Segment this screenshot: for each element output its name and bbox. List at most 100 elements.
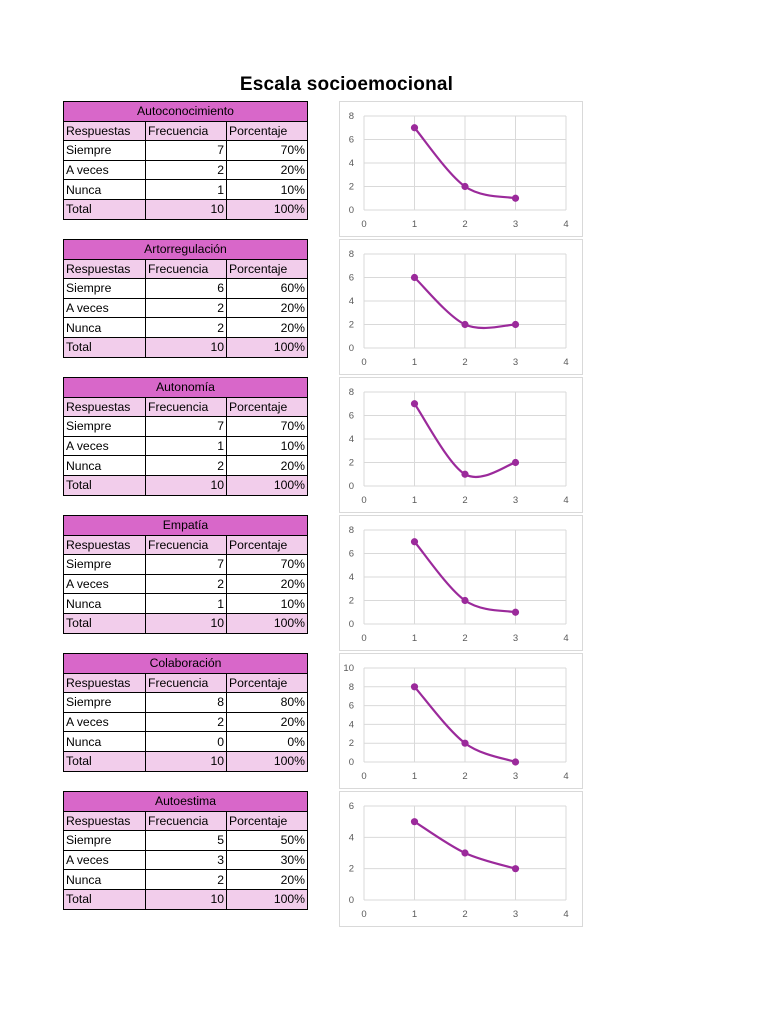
x-tick-label: 3: [513, 219, 518, 230]
table-title: Colaboración: [63, 653, 308, 674]
table-row-siempre: Siempre 7 70%: [63, 554, 308, 575]
stats-table: Empatía Respuestas Frecuencia Porcentaje Sie…: [63, 515, 308, 634]
cell-frecuencia: 2: [145, 297, 227, 319]
chart-plot: 0 2 4 6 8 10 0 1 2 3 4: [343, 663, 568, 782]
cell-porcentaje: 70%: [226, 416, 308, 437]
data-point: [410, 400, 419, 408]
cell-total-porcentaje: 100%: [226, 888, 308, 910]
x-tick-label: 0: [361, 219, 366, 230]
data-point: [511, 608, 520, 616]
cell-frecuencia: 1: [145, 593, 227, 614]
x-tick-label: 1: [412, 495, 417, 506]
y-tick-label: 10: [343, 663, 354, 674]
header-porcentaje: Porcentaje: [226, 120, 308, 142]
x-tick-label: 1: [412, 771, 417, 782]
y-tick-label: 0: [349, 895, 354, 906]
cell-respuesta: Siempre: [63, 692, 146, 713]
data-point: [511, 758, 520, 766]
y-tick-label: 2: [349, 458, 354, 469]
section-autonomia: Autonomía Respuestas Frecuencia Porcentaje S…: [0, 377, 768, 513]
header-respuestas: Respuestas: [63, 258, 146, 280]
cell-porcentaje: 20%: [226, 573, 308, 595]
header-frecuencia: Frecuencia: [145, 396, 227, 418]
data-point: [511, 194, 520, 202]
table-title: Autonomía: [63, 377, 308, 398]
y-tick-label: 2: [349, 182, 354, 193]
table-row-nunca: Nunca 1 10%: [63, 179, 308, 200]
x-tick-label: 4: [563, 909, 568, 920]
table-title: Artorregulación: [63, 239, 308, 260]
cell-total-label: Total: [63, 612, 146, 634]
y-tick-label: 4: [349, 296, 354, 307]
table-row-total: Total 10 100%: [63, 474, 308, 496]
y-tick-label: 2: [349, 738, 354, 749]
x-tick-label: 2: [462, 909, 467, 920]
x-tick-label: 4: [563, 633, 568, 644]
header-porcentaje: Porcentaje: [226, 672, 308, 694]
cell-frecuencia: 2: [145, 711, 227, 733]
section-autoconocimiento: Autoconocimiento Respuestas Frecuencia Porc…: [0, 101, 768, 237]
x-tick-label: 0: [361, 633, 366, 644]
x-tick-label: 4: [563, 495, 568, 506]
data-point: [461, 320, 469, 329]
x-tick-label: 0: [361, 771, 366, 782]
cell-total-label: Total: [63, 888, 146, 910]
y-tick-label: 6: [349, 273, 354, 284]
chart-plot: 0 2 4 6 8 0 1 2 3 4: [349, 387, 569, 506]
cell-respuesta: A veces: [63, 849, 146, 871]
cell-frecuencia: 1: [145, 179, 227, 200]
table-row-a-veces: A veces 2 20%: [63, 573, 308, 595]
cell-frecuencia: 2: [145, 317, 227, 338]
cell-porcentaje: 20%: [226, 711, 308, 733]
data-point: [410, 124, 419, 132]
header-respuestas: Respuestas: [63, 120, 146, 142]
cell-respuesta: Siempre: [63, 830, 146, 851]
x-tick-label: 0: [361, 495, 366, 506]
data-point: [410, 818, 419, 826]
header-respuestas: Respuestas: [63, 534, 146, 556]
cell-total-frecuencia: 10: [145, 336, 227, 358]
table-row-siempre: Siempre 8 80%: [63, 692, 308, 713]
table-row-a-veces: A veces 2 20%: [63, 297, 308, 319]
cell-frecuencia: 3: [145, 849, 227, 871]
cell-respuesta: Siempre: [63, 278, 146, 299]
x-tick-label: 2: [462, 357, 467, 368]
cell-frecuencia: 2: [145, 869, 227, 890]
x-tick-label: 4: [563, 357, 568, 368]
cell-total-frecuencia: 10: [145, 888, 227, 910]
cell-porcentaje: 10%: [226, 593, 308, 614]
data-point: [511, 320, 520, 329]
header-respuestas: Respuestas: [63, 396, 146, 418]
stats-table: Colaboración Respuestas Frecuencia Porcenta…: [63, 653, 308, 772]
y-tick-label: 4: [349, 572, 354, 583]
header-frecuencia: Frecuencia: [145, 120, 227, 142]
data-point: [461, 182, 469, 191]
chart: 0 2 4 6 0 1 2 3 4: [339, 791, 583, 927]
data-point: [410, 273, 419, 282]
cell-total-frecuencia: 10: [145, 198, 227, 220]
cell-respuesta: Nunca: [63, 593, 146, 614]
x-tick-label: 0: [361, 357, 366, 368]
cell-total-porcentaje: 100%: [226, 750, 308, 772]
section-empatia: Empatía Respuestas Frecuencia Porcentaje Sie…: [0, 515, 768, 651]
header-frecuencia: Frecuencia: [145, 672, 227, 694]
table-row-a-veces: A veces 1 10%: [63, 435, 308, 457]
chart-plot: 0 2 4 6 8 0 1 2 3 4: [349, 525, 569, 644]
y-tick-label: 8: [349, 682, 354, 693]
cell-total-porcentaje: 100%: [226, 612, 308, 634]
table-row-total: Total 10 100%: [63, 750, 308, 772]
header-porcentaje: Porcentaje: [226, 396, 308, 418]
table-row-total: Total 10 100%: [63, 198, 308, 220]
x-tick-label: 3: [513, 357, 518, 368]
chart: 0 2 4 6 8 0 1 2 3 4: [339, 377, 583, 513]
cell-frecuencia: 2: [145, 159, 227, 181]
cell-frecuencia: 8: [145, 692, 227, 713]
data-point: [461, 849, 469, 857]
table-row-siempre: Siempre 6 60%: [63, 278, 308, 299]
cell-respuesta: Nunca: [63, 869, 146, 890]
header-respuestas: Respuestas: [63, 810, 146, 832]
y-tick-label: 4: [349, 434, 354, 445]
cell-respuesta: A veces: [63, 435, 146, 457]
cell-frecuencia: 1: [145, 435, 227, 457]
cell-porcentaje: 50%: [226, 830, 308, 851]
